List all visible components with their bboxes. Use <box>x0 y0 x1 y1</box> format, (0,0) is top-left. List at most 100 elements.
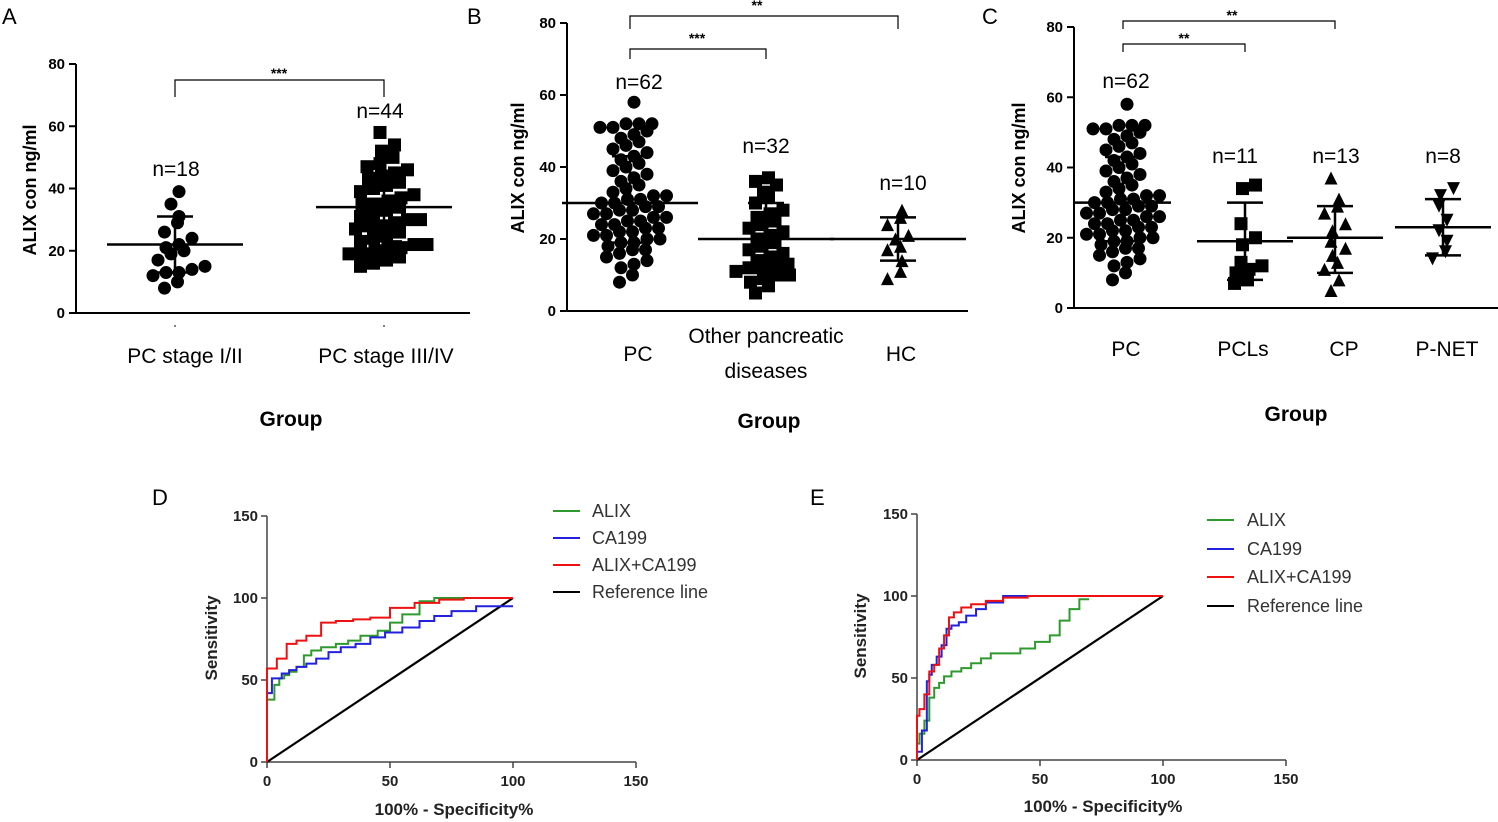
panel-b-point <box>660 210 673 224</box>
panel-a-point <box>386 150 400 164</box>
panel-b-significance-bracket <box>629 15 899 29</box>
panel-c-point <box>1326 248 1339 262</box>
panel-e-legend-alix: ALIX <box>1247 510 1286 530</box>
panel-b-point <box>587 207 600 221</box>
panel-c-point <box>1339 217 1352 231</box>
panel-b-y-tick-label: 20 <box>539 231 556 248</box>
panel-a-point <box>354 234 367 248</box>
panel-c-point <box>1332 273 1346 287</box>
panel-c-point <box>1120 97 1134 111</box>
panel-e-y-tick-label: 50 <box>891 670 908 687</box>
panel-b-point <box>660 189 673 203</box>
panel-e: E Sensitivity 100% - Specificity% ALIX C… <box>810 485 1363 816</box>
panel-b-significance-1: *** <box>689 30 706 46</box>
panel-d: D Sensitivity 100% - Specificity% ALIX C… <box>152 485 708 819</box>
panel-c-y-tick-label: 80 <box>1046 19 1063 36</box>
panel-b-point <box>614 131 628 145</box>
panel-d-legend-reference: Reference line <box>592 582 708 602</box>
panel-label-e: E <box>810 485 825 510</box>
panel-a-point <box>355 247 369 261</box>
panel-c-y-tick-label: 0 <box>1055 300 1063 317</box>
panel-c-n-label-3: n=13 <box>1312 145 1359 168</box>
panel-b-point <box>640 167 654 181</box>
panel-d-series-ca199 <box>266 605 513 762</box>
panel-c-point <box>1099 122 1113 136</box>
panel-a-point <box>198 259 212 273</box>
panel-b-point <box>640 254 654 268</box>
panel-c-point <box>1318 206 1331 220</box>
panel-a-point <box>349 222 362 236</box>
panel-c-n-label-4: n=8 <box>1425 145 1461 168</box>
panel-c-point <box>1339 241 1352 255</box>
panel-d-x-tick-label: 150 <box>623 773 648 790</box>
panel-b-point <box>606 164 620 178</box>
panel-c-n-label-2: n=11 <box>1212 145 1258 168</box>
panel-b-point <box>627 95 641 109</box>
panel-a-xlabel: Group <box>260 408 323 431</box>
panel-c: C ALIX con ng/ml Group PC PCLs CP P-NET … <box>982 4 1498 426</box>
panel-d-x-tick-label: 100 <box>500 773 525 790</box>
panel-b-n-label-2: n=32 <box>742 135 789 158</box>
panel-b-point <box>749 174 762 188</box>
panel-e-series-reference-line <box>916 595 1164 761</box>
panel-a-point <box>373 125 387 139</box>
panel-label-a: A <box>2 4 17 29</box>
panel-b-point <box>757 272 770 286</box>
panel-b-point <box>632 117 646 131</box>
panel-c-point <box>1326 224 1339 238</box>
panel-a-point <box>158 281 171 295</box>
panel-b-point <box>744 275 757 289</box>
panel-a-y-tick-label: 80 <box>48 56 65 73</box>
panel-b-point <box>653 232 667 246</box>
panel-c-y-tick-label: 20 <box>1046 230 1063 247</box>
panel-a-category-1: PC stage I/II <box>127 345 243 368</box>
panel-b-point <box>645 117 659 131</box>
panel-c-point <box>1229 266 1243 280</box>
panel-b-n-label-1: n=62 <box>615 71 662 94</box>
panel-c-category-4: P-NET <box>1416 338 1479 361</box>
panel-c-y-tick-label: 40 <box>1046 160 1063 177</box>
panel-b-category-3: HC <box>886 343 916 366</box>
panel-a-point <box>164 197 178 211</box>
panel-b-point <box>595 218 608 232</box>
panel-d-series-reference-line <box>266 597 514 763</box>
panel-b-point <box>614 174 628 188</box>
panel-c-point <box>1236 182 1249 196</box>
panel-c-point <box>1106 245 1119 259</box>
panel-a-point <box>373 157 387 171</box>
panel-c-point <box>1107 175 1121 189</box>
panel-c-plot: 0 20 40 60 80 <box>1046 19 1498 317</box>
panel-c-significance-1: ** <box>1179 30 1190 46</box>
panel-c-point <box>1080 206 1093 220</box>
panel-e-series-alix-ca199 <box>916 595 1163 760</box>
panel-a-point <box>146 269 160 283</box>
panel-b-point <box>783 268 796 282</box>
panel-b-point <box>894 264 907 278</box>
panel-a-point <box>381 241 395 255</box>
panel-e-series-alix <box>916 598 1090 760</box>
panel-a-point <box>151 253 165 267</box>
panel-a-y-tick-label: 0 <box>57 305 65 322</box>
panel-c-point <box>1324 171 1338 185</box>
panel-c-point <box>1133 168 1147 182</box>
panel-a-point <box>362 172 375 186</box>
panel-a-point <box>354 210 367 224</box>
panel-a-ylabel: ALIX con ng/ml <box>20 124 40 255</box>
panel-b-point <box>647 189 660 203</box>
panel-c-point <box>1153 189 1166 203</box>
panel-b-point <box>634 214 647 228</box>
panel-e-y-tick-label: 100 <box>883 588 908 605</box>
panel-c-point <box>1101 217 1114 231</box>
panel-c-significance-2: ** <box>1227 7 1238 23</box>
panel-c-point <box>1332 192 1346 206</box>
panel-d-y-tick-label: 0 <box>250 754 258 771</box>
panel-c-point <box>1133 252 1147 266</box>
panel-c-point <box>1140 210 1153 224</box>
panel-b-point <box>742 221 756 235</box>
panel-b-point <box>606 120 620 134</box>
panel-c-point <box>1138 118 1152 132</box>
panel-c-significance-bracket <box>1122 20 1336 29</box>
panel-c-point <box>1112 118 1126 132</box>
panel-a-point <box>367 231 380 245</box>
